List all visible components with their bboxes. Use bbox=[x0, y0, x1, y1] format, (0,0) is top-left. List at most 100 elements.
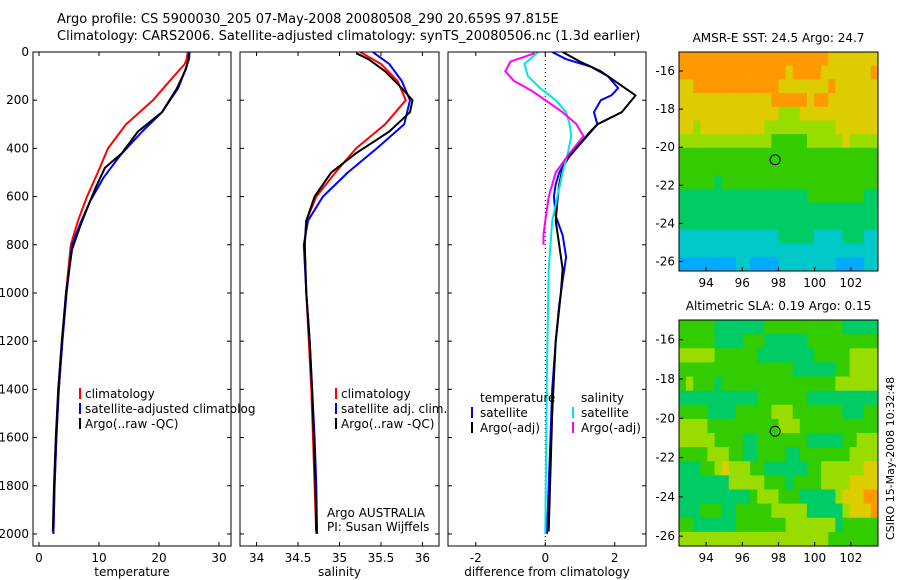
sst-map-cell bbox=[870, 147, 879, 162]
sla-map-cell bbox=[821, 334, 829, 349]
sla-map-cell bbox=[764, 447, 772, 462]
sst-map-cell bbox=[771, 93, 779, 108]
sst-map-cell bbox=[757, 161, 765, 176]
sst-map-cell bbox=[778, 52, 787, 67]
sla-map-cell bbox=[721, 447, 730, 462]
sla-map-cell bbox=[707, 461, 715, 476]
sla-map-cell bbox=[742, 348, 751, 363]
sla-map-cell bbox=[764, 376, 772, 392]
sst-map-cell bbox=[870, 257, 879, 272]
sla-map-cell bbox=[686, 461, 694, 476]
sst-map-cell bbox=[828, 202, 836, 217]
sst-map-cell bbox=[707, 65, 715, 80]
sst-map-cell bbox=[771, 216, 779, 231]
sst-map-cell bbox=[721, 65, 730, 80]
sst-map-cell bbox=[849, 79, 858, 94]
sla-map-cell bbox=[863, 489, 872, 505]
sla-map-cell bbox=[778, 531, 787, 547]
sst-map-cell bbox=[806, 120, 815, 135]
sst-map-cell bbox=[856, 79, 865, 94]
sst-map-cell bbox=[842, 93, 850, 108]
sla-map-cell bbox=[828, 390, 836, 406]
sla-map-cell bbox=[856, 418, 865, 434]
sst-map-cell bbox=[757, 243, 765, 258]
sla-map-cell bbox=[799, 433, 808, 448]
sla-map-cell bbox=[771, 390, 779, 406]
sst-map-cell bbox=[757, 216, 765, 231]
sla-map-cell bbox=[735, 503, 744, 519]
sst-map-cell bbox=[778, 257, 787, 272]
sst-map-cell bbox=[828, 175, 836, 190]
sla-map-cell bbox=[728, 489, 737, 505]
sst-map-cell bbox=[821, 161, 829, 176]
sla-map-cell bbox=[721, 334, 730, 349]
sla-map-cell bbox=[814, 517, 822, 533]
sla-map-cell bbox=[714, 475, 723, 490]
sst-map-cell bbox=[849, 106, 858, 121]
sla-map-cell bbox=[778, 433, 787, 448]
sst-map-cell bbox=[771, 257, 779, 272]
sst-map-cell bbox=[849, 257, 858, 272]
sst-map-xtick-label: 102 bbox=[839, 276, 862, 290]
salinity-xlabel: salinity bbox=[318, 565, 361, 579]
sla-map-cell bbox=[750, 376, 758, 392]
sla-map-cell bbox=[856, 531, 865, 547]
sla-map-cell bbox=[778, 390, 787, 406]
sst-map-cell bbox=[863, 65, 872, 80]
sla-map-cell bbox=[814, 489, 822, 505]
sla-map-cell bbox=[863, 404, 872, 420]
sst-map-cell bbox=[679, 257, 687, 272]
sst-map-cell bbox=[757, 106, 765, 121]
sla-map-cell bbox=[785, 362, 794, 377]
sst-map-cell bbox=[806, 229, 815, 245]
sst-map-cell bbox=[750, 175, 758, 190]
sla-map-cell bbox=[778, 418, 787, 434]
sla-map-cell bbox=[714, 348, 723, 363]
sla-map-cell bbox=[728, 475, 737, 490]
sst-map-cell bbox=[735, 188, 744, 203]
sst-map-cell bbox=[856, 243, 865, 258]
sla-map-cell bbox=[679, 404, 687, 420]
sst-map-cell bbox=[799, 257, 808, 272]
sst-map-cell bbox=[771, 134, 779, 149]
sla-map-cell bbox=[835, 461, 843, 476]
sst-map-cell bbox=[764, 202, 772, 217]
sla-map-cell bbox=[686, 475, 694, 490]
sla-map-cell bbox=[806, 461, 815, 476]
salinity-xtick-label: 35 bbox=[332, 551, 347, 565]
sla-map-cell bbox=[849, 531, 858, 547]
sla-map-cell bbox=[792, 348, 801, 363]
sst-map-cell bbox=[835, 52, 843, 67]
sla-map-cell bbox=[771, 362, 779, 377]
sla-map-cell bbox=[856, 489, 865, 505]
sst-map-cell bbox=[842, 243, 850, 258]
sla-map-cell bbox=[700, 334, 708, 349]
sla-map-cell bbox=[714, 404, 723, 420]
sla-map-cell bbox=[835, 334, 843, 349]
sla-map-cell bbox=[679, 461, 687, 476]
sla-map-cell bbox=[799, 404, 808, 420]
sst-map-cell bbox=[821, 229, 829, 245]
sst-map-cell bbox=[757, 229, 765, 245]
sla-map-cell bbox=[693, 362, 701, 377]
sst-map-cell bbox=[764, 175, 772, 190]
sla-map-cell bbox=[771, 334, 779, 349]
sst-map-cell bbox=[792, 188, 801, 203]
sst-map-cell bbox=[742, 188, 751, 203]
sla-map-cell bbox=[693, 418, 701, 434]
sst-map-cell bbox=[679, 106, 687, 121]
sst-map-cell bbox=[778, 65, 787, 80]
sla-map-cell bbox=[785, 334, 794, 349]
sst-map-cell bbox=[693, 106, 701, 121]
sla-map-xtick-label: 96 bbox=[735, 551, 750, 565]
sst-map-cell bbox=[764, 93, 772, 108]
sla-map-cell bbox=[735, 461, 744, 476]
sst-map-cell bbox=[828, 229, 836, 245]
sst-map-cell bbox=[842, 202, 850, 217]
sst-map-cell bbox=[835, 202, 843, 217]
sla-map-cell bbox=[764, 503, 772, 519]
sst-map-cell bbox=[835, 65, 843, 80]
sla-map-cell bbox=[707, 531, 715, 547]
sst-map-cell bbox=[750, 79, 758, 94]
